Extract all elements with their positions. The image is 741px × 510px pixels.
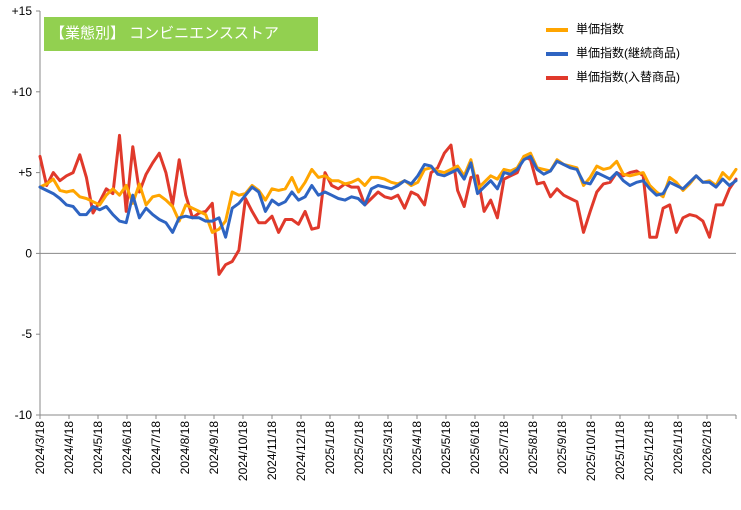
x-tick-label: 2025/11/18	[613, 421, 627, 480]
legend-item-replacement-products: 単価指数(入替商品)	[546, 68, 680, 88]
y-tick-label: 0	[25, 246, 32, 260]
x-tick-label: 2024/9/18	[207, 421, 221, 475]
x-tick-label: 2025/10/18	[584, 421, 598, 481]
x-tick-label: 2025/4/18	[410, 421, 424, 475]
x-tick-label: 2025/7/18	[497, 421, 511, 475]
y-tick-label: -5	[21, 327, 32, 341]
x-axis: 2024/3/18 2024/4/18 2024/5/18 2024/6/18 2024…	[33, 252, 737, 481]
series-lines	[38, 133, 738, 276]
legend-label: 単価指数(継続商品)	[576, 46, 680, 60]
x-tick-label: 2025/1/18	[323, 421, 337, 475]
legend-item-continuing-products: 単価指数(継続商品)	[546, 44, 680, 64]
x-tick-label: 2025/5/18	[439, 421, 453, 475]
series-line-2	[38, 154, 738, 239]
legend-label: 単価指数(入替商品)	[576, 70, 680, 84]
x-tick-label: 2026/2/18	[700, 421, 714, 475]
x-tick-label: 2025/9/18	[555, 421, 569, 475]
x-tick-label: 2024/3/18	[33, 421, 47, 475]
y-tick-label: -10	[15, 408, 33, 422]
series-line-3	[38, 133, 738, 276]
legend-item-unit-price-index: 単価指数	[546, 20, 624, 40]
x-tick-label: 2024/7/18	[149, 421, 163, 475]
y-axis: -10 -5 0 +5 +10 +15	[12, 4, 41, 422]
legend: 単価指数 単価指数(継続商品) 単価指数(入替商品)	[538, 12, 738, 92]
x-tick-label: 2024/5/18	[91, 421, 105, 475]
series-line-1	[38, 151, 738, 234]
x-tick-label: 2024/6/18	[120, 421, 134, 475]
x-tick-label: 2025/8/18	[526, 421, 540, 475]
x-tick-label: 2024/4/18	[62, 421, 76, 475]
chart-title: 【業態別】 コンビニエンスストア	[44, 17, 318, 51]
y-tick-label: +10	[12, 85, 33, 99]
x-tick-label: 2024/12/18	[294, 421, 308, 481]
y-tick-label: +15	[12, 4, 33, 18]
legend-swatch-red	[546, 75, 568, 80]
x-tick-label: 2024/10/18	[236, 421, 250, 481]
x-tick-label: 2025/3/18	[381, 421, 395, 475]
legend-swatch-blue	[546, 51, 568, 56]
legend-label: 単価指数	[576, 22, 625, 36]
x-tick-label: 2024/11/18	[265, 421, 279, 480]
x-tick-label: 2025/6/18	[468, 421, 482, 475]
legend-swatch-orange	[546, 27, 568, 32]
x-tick-label: 2026/1/18	[671, 421, 685, 475]
x-tick-label: 2025/12/18	[642, 421, 656, 481]
x-tick-label: 2025/2/18	[352, 421, 366, 475]
x-tick-label: 2024/8/18	[178, 421, 192, 475]
y-tick-label: +5	[18, 166, 32, 180]
